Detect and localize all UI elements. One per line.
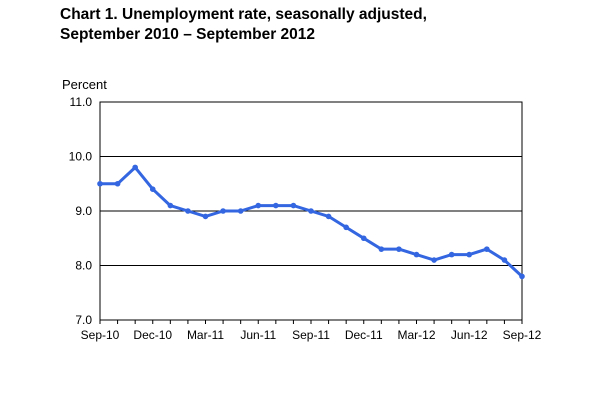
series-line [100,165,524,278]
data-point [202,213,209,220]
data-point [343,224,349,231]
data-point [132,164,138,171]
data-point [185,208,191,214]
data-point [448,251,455,258]
data-point [378,246,385,252]
data-point [413,251,420,258]
chart-title-line-1: Chart 1. Unemployment rate, seasonally a… [60,6,427,23]
x-tick-label: Sep-12 [503,328,542,342]
y-tick-label: 9.0 [75,204,92,218]
x-tick-label: Mar-11 [187,328,224,342]
y-tick-label: 7.0 [75,313,92,327]
y-tick-label: 8.0 [75,259,92,273]
data-point [220,208,226,214]
data-point [149,186,156,192]
data-point [167,202,174,209]
y-tick-label: 11.0 [70,95,93,109]
chart-title-line-2: September 2010 – September 2012 [60,26,316,43]
data-point [325,213,332,220]
data-point [97,180,103,187]
data-point [396,246,402,252]
data-point [484,246,490,252]
data-point [290,202,297,209]
y-axis-label: Percent [62,77,107,92]
data-point [360,235,367,242]
data-point [519,273,525,280]
data-point [501,257,508,263]
chart-title: Chart 1. Unemployment rate, seasonally a… [60,5,427,45]
y-tick-label: 10.0 [69,150,93,164]
x-tick-label: Mar-12 [397,328,435,342]
series-group [97,164,525,280]
x-tick-label: Sep-10 [81,328,120,342]
data-point [255,202,262,209]
x-tick-label: Jun-11 [240,328,276,342]
data-point [431,257,437,263]
x-tick-label: Jun-12 [451,328,488,342]
data-point [273,202,279,209]
y-axis-ticks: 11.0 10.0 9.0 8.0 7.0 [69,95,93,327]
data-point [308,208,314,214]
x-axis-ticks: Sep-10 Dec-10 Mar-11 Jun-11 Sep-11 Dec-11 Mar-… [81,320,542,342]
x-tick-label: Dec-10 [133,328,172,342]
data-point [466,251,473,258]
x-tick-label: Dec-11 [345,328,383,342]
data-point [237,208,244,214]
data-point [114,180,121,187]
x-tick-label: Sep-11 [292,328,330,342]
